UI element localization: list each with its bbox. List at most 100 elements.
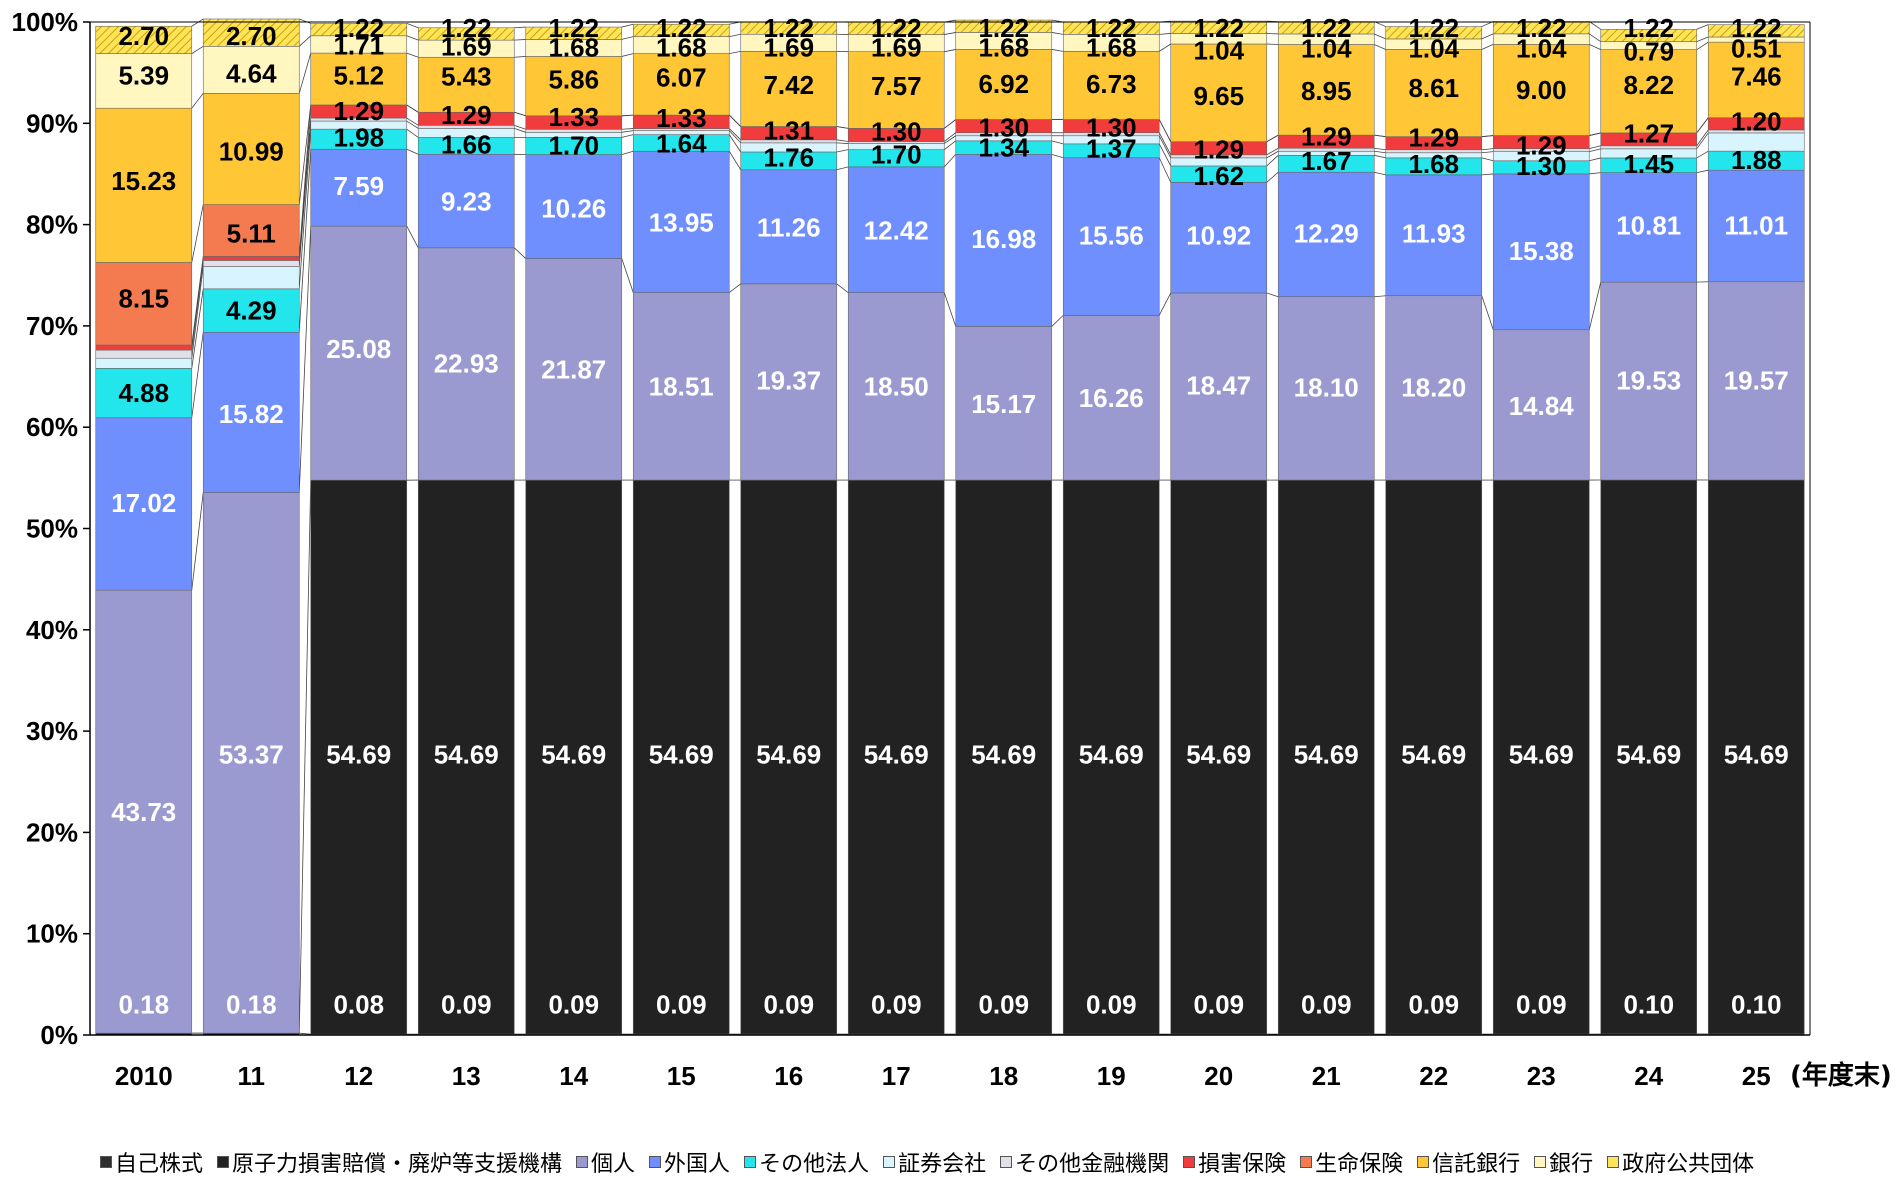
connector-line bbox=[1374, 134, 1386, 138]
connector-line bbox=[1159, 33, 1171, 35]
legend-item-9: 信託銀行 bbox=[1417, 1148, 1520, 1177]
bar-segment-2010-3 bbox=[95, 417, 193, 591]
data-label-19-2: 16.26 bbox=[1079, 383, 1144, 413]
data-label-25-2: 19.57 bbox=[1724, 366, 1789, 396]
x-tick-label-23: 23 bbox=[1527, 1061, 1556, 1091]
data-label-19-1: 54.69 bbox=[1079, 739, 1144, 769]
x-tick-label-16: 16 bbox=[774, 1061, 803, 1091]
connector-line bbox=[621, 53, 634, 57]
connector-line bbox=[1051, 32, 1064, 35]
bar-segment-21-2 bbox=[1277, 296, 1375, 481]
legend-label: 銀行 bbox=[1549, 1152, 1594, 1177]
legend-swatch bbox=[1607, 1156, 1620, 1168]
connector-line bbox=[514, 111, 526, 117]
data-label-13-7: 1.29 bbox=[441, 100, 492, 130]
data-label-25-1: 54.69 bbox=[1724, 739, 1789, 769]
bar-segment-23-2 bbox=[1492, 329, 1590, 481]
legend-item-4: その他法人 bbox=[744, 1148, 870, 1177]
connector-line bbox=[298, 104, 312, 257]
bar-segment-19-2 bbox=[1062, 315, 1160, 481]
connector-line bbox=[1589, 148, 1601, 153]
data-label-21-9: 8.95 bbox=[1301, 76, 1352, 106]
data-label-25-0: 0.10 bbox=[1731, 990, 1782, 1020]
data-label-18-2: 15.17 bbox=[971, 389, 1036, 419]
x-tick-label-24: 24 bbox=[1634, 1061, 1663, 1091]
connector-line bbox=[1696, 169, 1709, 174]
x-tick-label-14: 14 bbox=[559, 1061, 588, 1091]
data-label-16-3: 11.26 bbox=[757, 213, 821, 243]
bar-segment-14-11 bbox=[525, 26, 623, 40]
data-label-18-9: 6.92 bbox=[978, 69, 1029, 99]
legend-item-10: 銀行 bbox=[1534, 1148, 1594, 1177]
data-label-15-0: 0.09 bbox=[656, 990, 707, 1020]
data-label-25-7: 1.20 bbox=[1731, 106, 1782, 136]
y-tick-label-20%: 20% bbox=[26, 817, 78, 847]
bar-segment-25-11 bbox=[1707, 24, 1805, 38]
connector-line bbox=[621, 114, 634, 117]
legend-label: 生命保険 bbox=[1315, 1152, 1404, 1177]
bar-segment-12-11 bbox=[310, 23, 408, 37]
y-tick-label-100%: 100% bbox=[12, 7, 79, 37]
connector-line bbox=[943, 292, 957, 327]
data-label-24-4: 1.45 bbox=[1623, 149, 1674, 179]
data-label-20-11: 1.22 bbox=[1193, 13, 1244, 43]
connector-line bbox=[298, 52, 312, 94]
data-label-23-11: 1.22 bbox=[1516, 13, 1567, 43]
data-label-15-1: 54.69 bbox=[649, 739, 714, 769]
bar-segment-15-11 bbox=[632, 23, 730, 37]
data-label-2010-10: 5.39 bbox=[118, 61, 169, 91]
bar-segment-21-3 bbox=[1277, 171, 1375, 298]
data-label-13-4: 1.66 bbox=[441, 130, 492, 160]
bar-segment-23-1 bbox=[1492, 479, 1590, 1035]
bar-segment-14-9 bbox=[525, 56, 623, 117]
data-label-12-0: 0.08 bbox=[333, 990, 384, 1020]
connector-line bbox=[836, 142, 849, 144]
connector-line bbox=[1481, 44, 1494, 50]
bar-segment-2010-2 bbox=[95, 589, 193, 1034]
connector-line bbox=[1589, 33, 1601, 42]
legend-label: 外国人 bbox=[664, 1152, 731, 1177]
legend-label: 個人 bbox=[591, 1152, 636, 1177]
data-label-25-3: 11.01 bbox=[1724, 211, 1788, 241]
data-label-17-0: 0.09 bbox=[871, 990, 922, 1020]
data-label-19-9: 6.73 bbox=[1086, 69, 1137, 99]
bar-segment-18-3 bbox=[955, 154, 1053, 327]
data-label-21-7: 1.29 bbox=[1301, 121, 1352, 151]
x-tick-label-19: 19 bbox=[1097, 1061, 1126, 1091]
data-label-11-2: 53.37 bbox=[219, 739, 284, 769]
connector-line bbox=[621, 130, 634, 133]
bar-segment-20-9 bbox=[1170, 43, 1268, 143]
data-label-22-10: 1.04 bbox=[1408, 33, 1459, 63]
bar-segment-15-3 bbox=[632, 150, 730, 293]
data-label-14-4: 1.70 bbox=[548, 131, 599, 161]
connector-line bbox=[729, 283, 741, 293]
data-label-14-9: 5.86 bbox=[548, 65, 599, 95]
connector-line bbox=[1589, 157, 1601, 162]
bar-segment-17-1 bbox=[847, 479, 945, 1035]
x-tick-label-25: 25 bbox=[1742, 1061, 1771, 1091]
connector-line bbox=[406, 35, 419, 41]
data-label-22-0: 0.09 bbox=[1408, 990, 1459, 1020]
data-label-22-2: 18.20 bbox=[1401, 373, 1466, 403]
connector-line bbox=[298, 226, 312, 493]
data-label-2010-9: 15.23 bbox=[111, 166, 176, 196]
connector-line bbox=[1266, 155, 1279, 167]
data-label-23-1: 54.69 bbox=[1509, 739, 1574, 769]
data-label-19-7: 1.30 bbox=[1086, 112, 1137, 142]
connector-line bbox=[621, 258, 634, 293]
y-tick-label-60%: 60% bbox=[26, 412, 78, 442]
bar-segment-24-2 bbox=[1600, 281, 1698, 481]
legend-label: その他法人 bbox=[759, 1152, 870, 1177]
connector-line bbox=[728, 151, 742, 171]
bar-segment-16-3 bbox=[740, 169, 838, 285]
bar-segment-16-2 bbox=[740, 283, 838, 481]
connector-line bbox=[836, 126, 849, 129]
data-label-21-2: 18.10 bbox=[1294, 373, 1359, 403]
data-label-18-11: 1.22 bbox=[978, 13, 1029, 43]
data-label-25-10: 0.51 bbox=[1731, 33, 1782, 63]
data-label-25-4: 1.88 bbox=[1731, 145, 1782, 175]
data-label-11-9: 10.99 bbox=[219, 137, 284, 167]
x-tick-label-22: 22 bbox=[1419, 1061, 1448, 1091]
legend-item-3: 外国人 bbox=[649, 1148, 731, 1177]
connector-line bbox=[728, 130, 742, 144]
